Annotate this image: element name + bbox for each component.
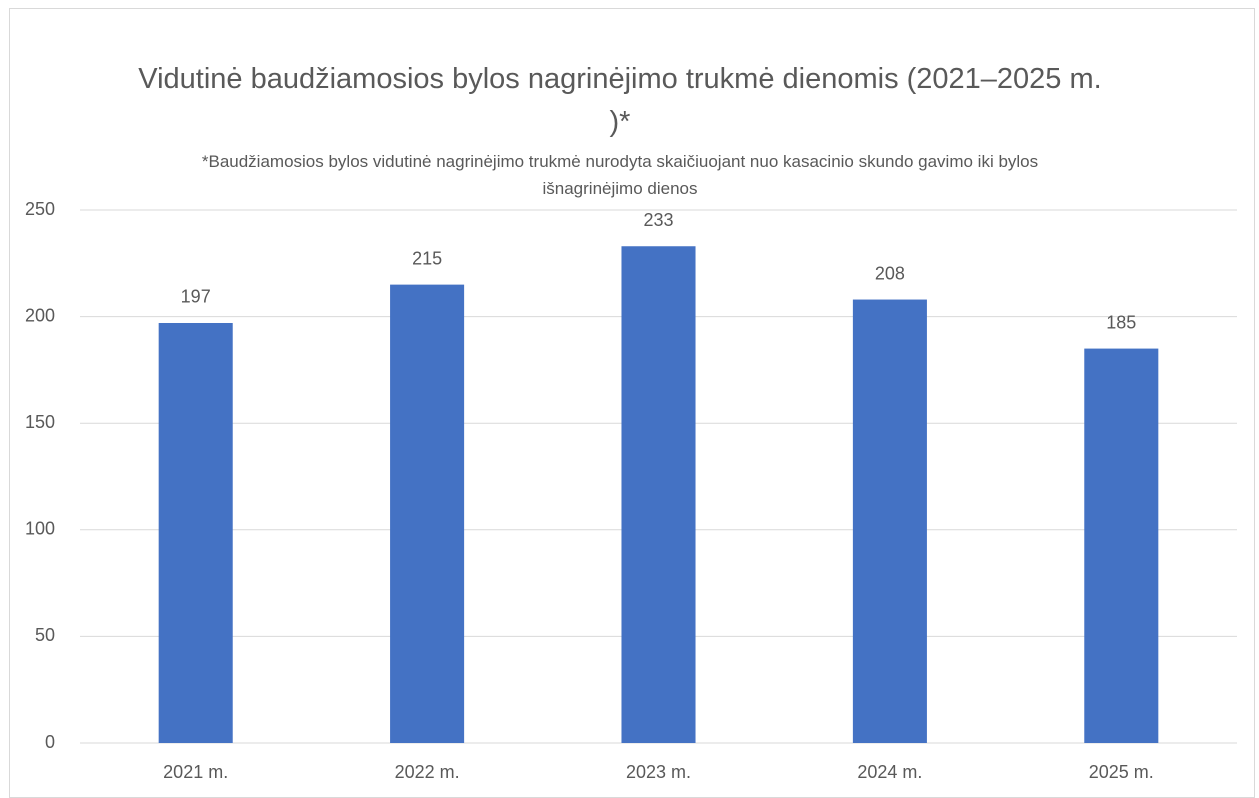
- bar: [390, 284, 465, 743]
- bar: [852, 299, 927, 743]
- data-label: 215: [412, 248, 442, 268]
- data-label: 233: [643, 210, 673, 230]
- y-tick-label: 0: [45, 732, 55, 752]
- y-tick-label: 250: [25, 199, 55, 219]
- x-tick-label: 2021 m.: [163, 762, 228, 782]
- y-tick-label: 100: [25, 519, 55, 539]
- bar: [1084, 348, 1159, 743]
- chart-title: Vidutinė baudžiamosios bylos nagrinėjimo…: [138, 63, 1102, 138]
- bar: [158, 322, 233, 743]
- bar: [621, 246, 696, 743]
- data-label: 185: [1106, 312, 1136, 332]
- data-label: 197: [181, 287, 211, 307]
- x-tick-label: 2023 m.: [626, 762, 691, 782]
- x-tick-label: 2024 m.: [857, 762, 922, 782]
- data-label: 208: [875, 263, 905, 283]
- y-tick-label: 200: [25, 305, 55, 325]
- x-tick-label: 2022 m.: [395, 762, 460, 782]
- x-tick-label: 2025 m.: [1089, 762, 1154, 782]
- y-tick-label: 150: [25, 412, 55, 432]
- y-tick-label: 50: [35, 625, 55, 645]
- chart-subtitle: *Baudžiamosios bylos vidutinė nagrinėjim…: [201, 152, 1039, 198]
